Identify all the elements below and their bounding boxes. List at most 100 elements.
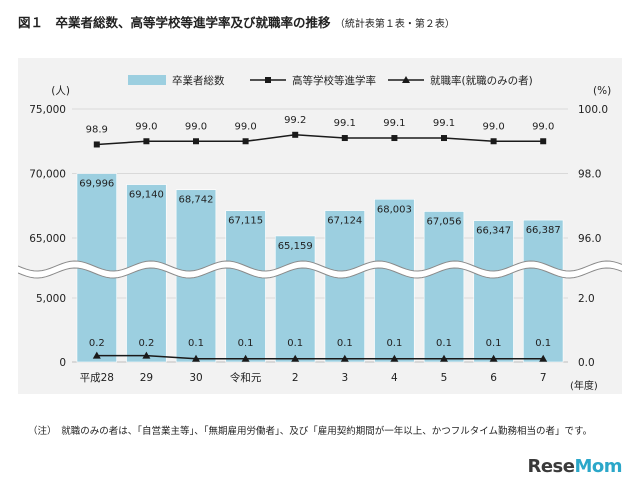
bar xyxy=(275,235,316,363)
advancement-rate-point xyxy=(490,138,497,145)
employment-rate-line xyxy=(96,354,544,360)
bar-value-label: 66,387 xyxy=(526,225,561,236)
employment-rate-label: 0.1 xyxy=(238,338,254,349)
advancement-rate-point xyxy=(193,138,199,145)
advancement-rate-label: 99.0 xyxy=(135,121,157,132)
bar xyxy=(374,198,415,363)
employment-rate-point xyxy=(440,354,448,362)
employment-rate-label: 0.1 xyxy=(188,338,204,349)
left-axis-unit: (人) xyxy=(51,85,70,97)
bar-value-label: 66,347 xyxy=(476,226,511,237)
legend-label: 就職率(就職のみの者) xyxy=(430,74,533,87)
bar xyxy=(126,184,167,363)
bar-value-label: 65,159 xyxy=(278,241,313,252)
legend: 卒業者総数 高等学校等進学率 就職率(就職のみの者) xyxy=(128,74,533,87)
legend-square-marker xyxy=(265,77,271,83)
right-axis-tick: 96.0 xyxy=(578,233,601,245)
right-axis-tick: 98.0 xyxy=(578,169,601,181)
advancement-rate-point xyxy=(292,131,299,138)
employment-rate-label: 0.1 xyxy=(535,338,551,349)
axis-break-line xyxy=(18,267,622,279)
employment-rate-label: 0.1 xyxy=(436,338,452,349)
employment-rate-label: 0.1 xyxy=(287,338,303,349)
bar xyxy=(523,219,564,363)
employment-rate-label: 0.2 xyxy=(138,338,154,349)
legend-swatch-bar xyxy=(128,75,166,85)
right-axis-tick: 0.0 xyxy=(578,357,595,369)
figure-title-text: 図１ 卒業者総数、高等学校等進学率及び就職率の推移 xyxy=(18,15,331,30)
employment-rate-label: 0.1 xyxy=(486,338,502,349)
advancement-rate-label: 99.1 xyxy=(334,118,356,129)
x-axis-tick: 3 xyxy=(341,372,348,384)
footnote: （注） 就職のみの者は、「自営業主等」、「無期雇用労働者」、及び「雇用契約期間が… xyxy=(28,426,593,437)
employment-rate-label: 0.1 xyxy=(337,338,353,349)
employment-rate-point xyxy=(340,354,349,362)
bar-value-label: 68,003 xyxy=(377,204,412,215)
advancement-rate-label: 99.0 xyxy=(482,121,504,132)
x-axis-tick: 4 xyxy=(391,372,398,384)
employment-rate-label: 0.1 xyxy=(386,338,402,349)
bar xyxy=(423,211,465,363)
employment-rate-point xyxy=(92,351,101,359)
bar-value-label: 68,742 xyxy=(179,195,214,206)
bar-value-label: 69,140 xyxy=(129,190,164,201)
employment-rate-point xyxy=(291,354,300,362)
advancement-rate-point xyxy=(93,141,100,148)
advancement-rate-label: 99.0 xyxy=(532,121,554,132)
advancement-rate-label: 99.1 xyxy=(433,118,455,129)
left-axis-tick: 0 xyxy=(59,357,66,369)
resemom-logo: ReseMom xyxy=(527,456,622,477)
x-axis-tick: 29 xyxy=(140,372,153,384)
bar-value-label: 69,996 xyxy=(79,179,114,190)
x-axis-tick: 令和元 xyxy=(230,371,262,384)
right-axis-tick: 2.0 xyxy=(578,293,595,305)
employment-rate-point xyxy=(142,351,151,359)
axes: 0 5,000 65,000 70,000 75,000 (人) 0.0 2.0 96.0 98.… xyxy=(29,85,611,392)
bar xyxy=(225,210,266,363)
bar-series xyxy=(76,173,564,363)
employment-rate-point xyxy=(489,354,498,362)
bar xyxy=(473,220,514,363)
chart-svg: 69,996 69,140 68,742 67,115 65,159 67,124 68,0… xyxy=(18,74,622,392)
left-axis-tick: 5,000 xyxy=(36,293,66,305)
x-axis-tick: 30 xyxy=(189,372,202,384)
legend-label: 卒業者総数 xyxy=(172,74,225,87)
x-axis-tick: 6 xyxy=(490,372,497,384)
advancement-rate-label: 98.9 xyxy=(86,124,108,135)
employment-rate-point xyxy=(390,354,399,362)
left-axis-tick: 75,000 xyxy=(29,104,66,116)
advancement-rate-point xyxy=(391,135,398,142)
figure-title: 図１ 卒業者総数、高等学校等進学率及び就職率の推移 （統計表第１表・第２表） xyxy=(18,12,455,31)
bar xyxy=(324,210,365,363)
advancement-rate-point xyxy=(540,138,547,145)
legend-triangle-marker xyxy=(402,76,410,83)
advancement-rate-label: 99.0 xyxy=(185,121,207,132)
x-axis-unit: (年度) xyxy=(570,379,598,392)
x-axis-tick: 5 xyxy=(441,372,448,384)
x-axis-tick: 7 xyxy=(540,372,547,384)
right-axis-unit: (%) xyxy=(593,85,611,97)
line-series xyxy=(92,131,548,362)
bar-value-label: 67,115 xyxy=(228,216,263,227)
advancement-rate-point xyxy=(441,135,447,142)
figure-subtitle: （統計表第１表・第２表） xyxy=(334,19,455,30)
advancement-rate-point xyxy=(242,138,249,145)
x-axis-tick: 平成28 xyxy=(80,372,114,384)
right-axis-tick: 100.0 xyxy=(578,104,608,116)
axis-break xyxy=(18,260,622,279)
employment-rate-point xyxy=(539,354,548,362)
employment-rate-point xyxy=(241,354,250,362)
advancement-rate-label: 99.0 xyxy=(234,121,256,132)
left-axis-tick: 65,000 xyxy=(29,233,66,245)
chart-panel xyxy=(18,58,622,394)
bar-value-label: 67,056 xyxy=(427,216,462,227)
data-labels: 69,996 69,140 68,742 67,115 65,159 67,124 68,0… xyxy=(79,115,560,349)
x-axis-tick: 2 xyxy=(292,372,299,384)
advancement-rate-label: 99.1 xyxy=(383,118,405,129)
legend-label: 高等学校等進学率 xyxy=(292,74,376,87)
employment-rate-label: 0.2 xyxy=(89,338,105,349)
bar-value-label: 67,124 xyxy=(327,216,362,227)
advancement-rate-point xyxy=(143,138,150,145)
employment-rate-point xyxy=(192,354,200,362)
advancement-rate-point xyxy=(341,135,348,142)
